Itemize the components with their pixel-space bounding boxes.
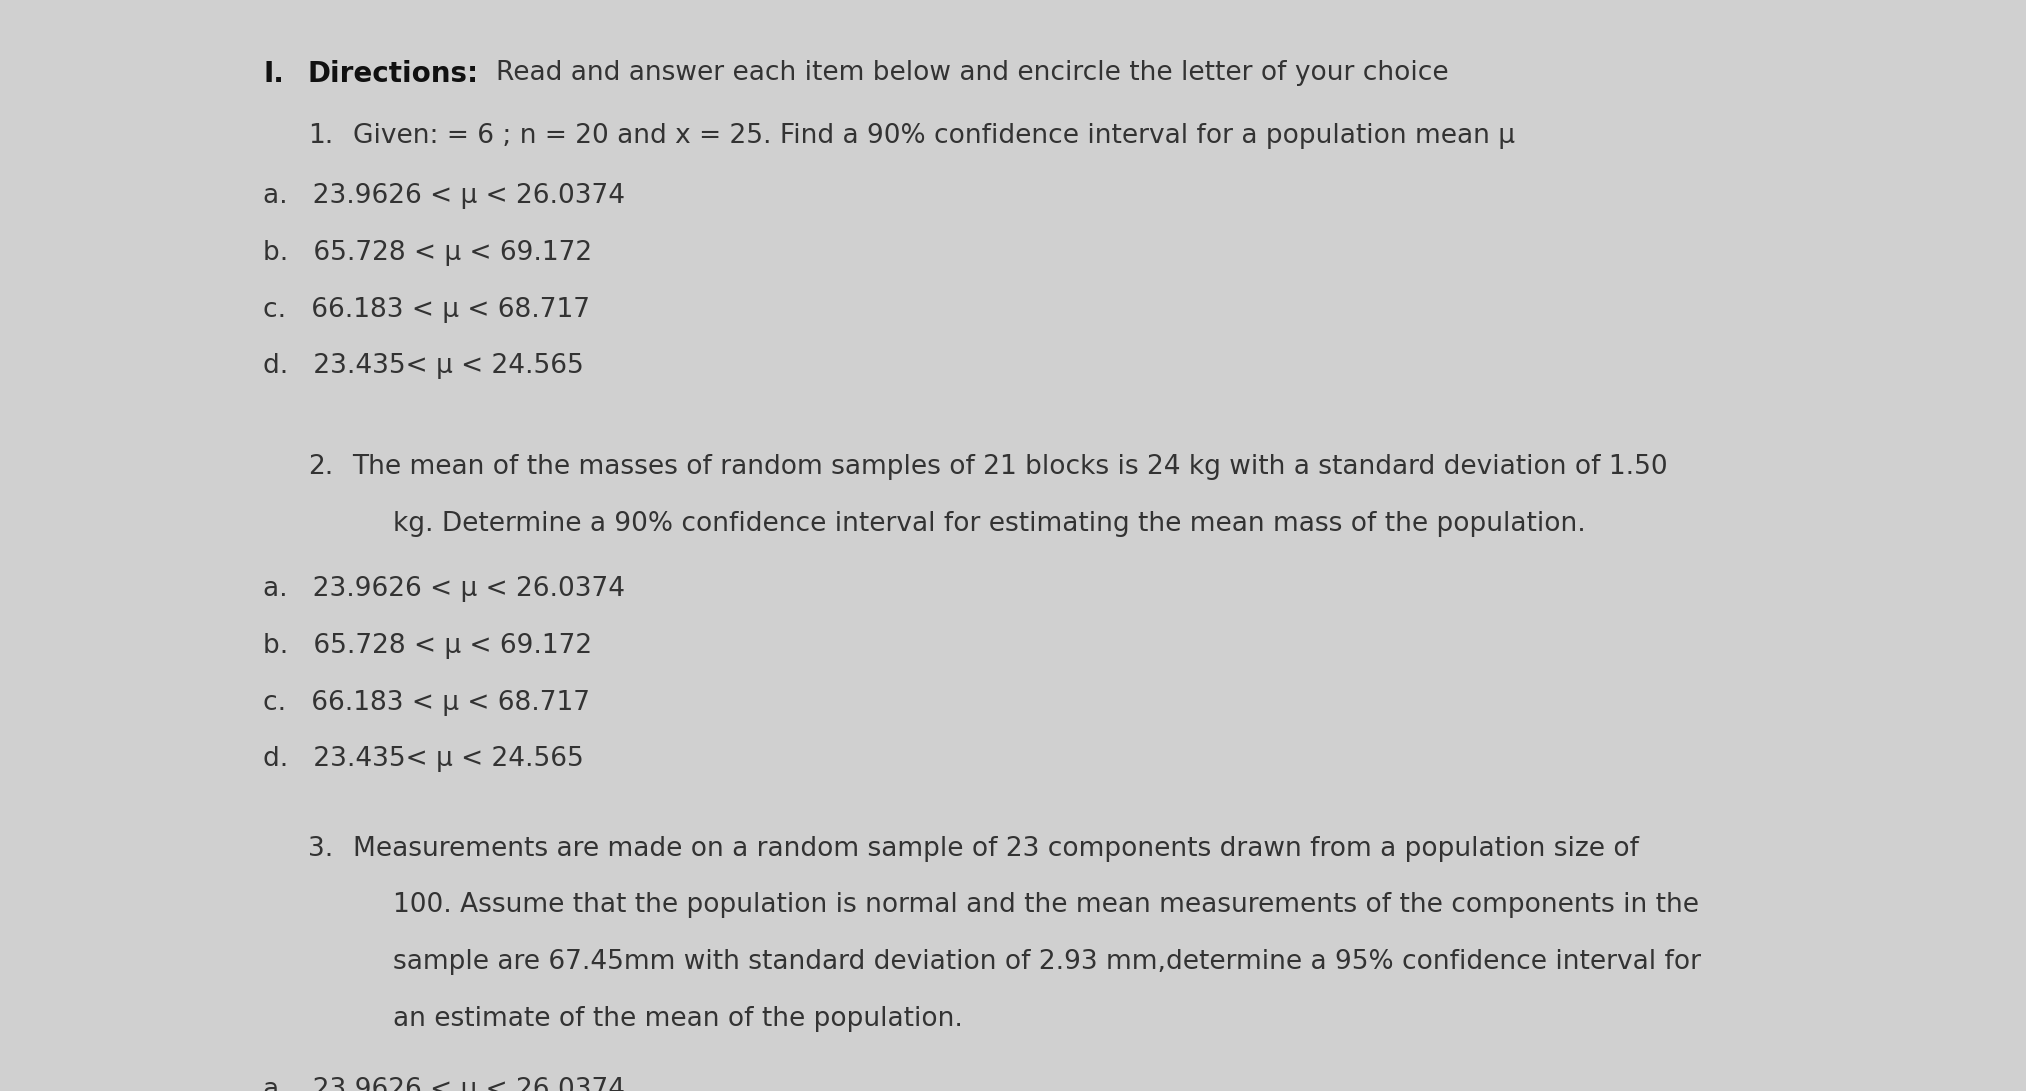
Text: 1.: 1. [308,123,332,149]
Text: b.   65.728 < μ < 69.172: b. 65.728 < μ < 69.172 [263,633,592,659]
Text: Read and answer each item below and encircle the letter of your choice: Read and answer each item below and enci… [496,60,1449,86]
Text: sample are 67.45mm with standard deviation of 2.93 mm,determine a 95% confidence: sample are 67.45mm with standard deviati… [393,949,1702,975]
Text: 2.: 2. [308,454,332,480]
Text: I.: I. [263,60,284,88]
Text: 3.: 3. [308,836,332,862]
Text: Given: = 6 ; n = 20 and x = 25. Find a 90% confidence interval for a population : Given: = 6 ; n = 20 and x = 25. Find a 9… [353,123,1515,149]
Text: a.   23.9626 < μ < 26.0374: a. 23.9626 < μ < 26.0374 [263,183,626,209]
Text: Measurements are made on a random sample of 23 components drawn from a populatio: Measurements are made on a random sample… [353,836,1639,862]
Text: d.   23.435< μ < 24.565: d. 23.435< μ < 24.565 [263,353,583,380]
Text: b.   65.728 < μ < 69.172: b. 65.728 < μ < 69.172 [263,240,592,266]
Text: 100. Assume that the population is normal and the mean measurements of the compo: 100. Assume that the population is norma… [393,892,1700,919]
Text: kg. Determine a 90% confidence interval for estimating the mean mass of the popu: kg. Determine a 90% confidence interval … [393,511,1586,537]
Text: Directions:: Directions: [308,60,478,88]
Text: a.   23.9626 < μ < 26.0374: a. 23.9626 < μ < 26.0374 [263,576,626,602]
Text: a.   23.9626 < μ < 26.0374: a. 23.9626 < μ < 26.0374 [263,1077,626,1091]
Text: d.   23.435< μ < 24.565: d. 23.435< μ < 24.565 [263,746,583,772]
Text: c.   66.183 < μ < 68.717: c. 66.183 < μ < 68.717 [263,690,590,716]
Text: c.   66.183 < μ < 68.717: c. 66.183 < μ < 68.717 [263,297,590,323]
Text: The mean of the masses of random samples of 21 blocks is 24 kg with a standard d: The mean of the masses of random samples… [353,454,1667,480]
Text: an estimate of the mean of the population.: an estimate of the mean of the populatio… [393,1006,962,1032]
